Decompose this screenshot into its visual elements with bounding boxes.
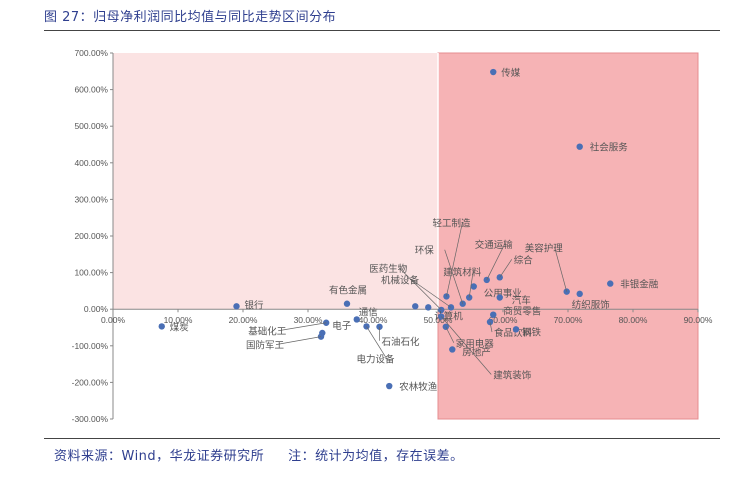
x-tick-label: 30.00% xyxy=(294,315,323,325)
point-label: 煤炭 xyxy=(170,321,190,333)
point-2 xyxy=(576,143,583,150)
point-5 xyxy=(576,290,583,298)
figure-title: 图 27：归母净利润同比均值与同比走势区间分布 xyxy=(44,10,337,25)
source-label: 资料来源：Wind，华龙证券研究所 xyxy=(54,449,265,464)
point-16 xyxy=(233,303,240,310)
bottom-rule xyxy=(44,438,720,439)
point-label: 纺织服饰 xyxy=(572,299,610,311)
region-1 xyxy=(437,52,699,420)
point-label: 机械设备 xyxy=(381,274,420,286)
point-3 xyxy=(607,280,614,287)
point-label: 通信 xyxy=(359,306,378,318)
note-label: 注：统计为均值，存在误差。 xyxy=(288,449,464,464)
y-tick-label: 0.00% xyxy=(84,304,109,314)
y-tick-label: -200.00% xyxy=(72,377,109,387)
leader-line xyxy=(440,316,492,375)
point-label: 电力设备 xyxy=(357,353,396,365)
point-label: 银行 xyxy=(245,299,265,311)
x-tick-label: 0.00% xyxy=(101,315,126,325)
point-label: 公用事业 xyxy=(484,288,522,300)
point-label: 社会服务 xyxy=(590,142,629,154)
point-label: 房地产 xyxy=(462,346,491,358)
x-tick-label: 40.00% xyxy=(359,315,388,325)
y-tick-label: 600.00% xyxy=(74,85,108,95)
point-32 xyxy=(412,303,419,310)
point-label: 农林牧渔 xyxy=(399,381,438,393)
point-label: 综合 xyxy=(514,254,534,266)
point-label: 环保 xyxy=(415,245,435,257)
point-label: 家用电器 xyxy=(456,338,495,350)
point-1 xyxy=(490,68,497,76)
region-0 xyxy=(113,53,438,310)
point-17 xyxy=(158,323,165,330)
point-label: 建筑材料 xyxy=(443,266,482,278)
leader-line xyxy=(489,321,493,333)
x-tick-label: 50.00% xyxy=(424,315,453,325)
point-label: 传媒 xyxy=(501,67,521,79)
point-label: 医药生物 xyxy=(369,263,408,275)
point-9 xyxy=(496,294,503,301)
point-30 xyxy=(512,326,520,333)
leader-line xyxy=(278,322,327,332)
point-label: 美容护理 xyxy=(525,243,564,255)
point-23 xyxy=(363,323,370,330)
point-31 xyxy=(490,311,497,318)
y-tick-label: 500.00% xyxy=(74,121,108,131)
point-21 xyxy=(353,316,360,323)
point-20 xyxy=(317,333,325,340)
leader-line xyxy=(399,267,442,311)
point-label: 石油石化 xyxy=(382,336,421,348)
point-label: 建筑装饰 xyxy=(493,370,531,382)
leader-line xyxy=(275,336,322,345)
y-tick-label: 300.00% xyxy=(74,194,108,204)
leader-line xyxy=(444,249,464,304)
x-tick-label: 80.00% xyxy=(619,315,648,325)
x-tick-label: 20.00% xyxy=(229,315,258,325)
point-27 xyxy=(449,346,456,353)
leader-line xyxy=(468,271,474,298)
y-tick-label: 100.00% xyxy=(74,268,108,278)
leader-line xyxy=(554,247,568,292)
point-25 xyxy=(425,304,432,311)
leader-line xyxy=(499,259,513,278)
point-label: 钢铁 xyxy=(522,326,542,338)
point-label: 电子 xyxy=(332,320,352,332)
leader-line xyxy=(446,222,463,297)
x-tick-label: 60.00% xyxy=(489,315,518,325)
point-8 xyxy=(470,283,477,290)
y-tick-label: -300.00% xyxy=(72,414,109,424)
y-tick-label: -100.00% xyxy=(72,341,109,351)
point-label: 食品饮料 xyxy=(494,327,533,339)
top-rule xyxy=(44,30,720,31)
figure-footer: 资料来源：Wind，华龙证券研究所 注：统计为均值，存在误差。 xyxy=(54,445,464,464)
point-label: 汽车 xyxy=(512,294,531,306)
point-label: 基础化工 xyxy=(248,326,287,338)
y-tick-label: 200.00% xyxy=(74,231,108,241)
x-tick-label: 90.00% xyxy=(684,315,713,325)
point-24 xyxy=(386,382,393,390)
y-tick-label: 400.00% xyxy=(74,158,108,168)
point-label: 国防军工 xyxy=(246,340,285,352)
x-tick-label: 70.00% xyxy=(554,315,583,325)
point-label: 交通运输 xyxy=(475,239,514,251)
point-label: 商贸零售 xyxy=(503,306,541,318)
leader-line xyxy=(486,243,506,281)
leader-line xyxy=(410,279,452,308)
x-tick-label: 10.00% xyxy=(164,315,193,325)
leader-line xyxy=(445,326,455,343)
leader-line xyxy=(366,326,387,359)
point-15 xyxy=(343,300,351,307)
point-label: 轻工制造 xyxy=(432,217,471,229)
point-label: 非银金融 xyxy=(620,279,659,291)
y-tick-label: 700.00% xyxy=(74,48,108,58)
point-label: 有色金属 xyxy=(329,285,367,297)
